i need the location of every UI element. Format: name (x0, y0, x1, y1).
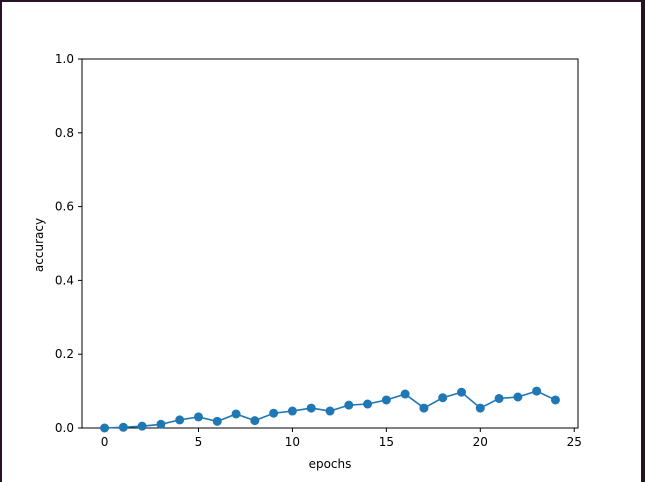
y-tick-label: 1.0 (55, 52, 74, 66)
plot-border (81, 58, 579, 429)
data-point (156, 419, 166, 429)
data-point (344, 400, 354, 410)
data-point (269, 408, 279, 418)
data-point (494, 393, 504, 403)
x-tick-label: 25 (567, 435, 582, 449)
data-point (118, 422, 128, 432)
x-tick-label: 5 (195, 435, 203, 449)
series-layer (100, 386, 560, 433)
data-point (175, 415, 185, 425)
y-tick-label: 0.6 (55, 200, 74, 214)
data-point (419, 403, 429, 413)
data-point (193, 412, 203, 422)
data-point (231, 409, 241, 419)
data-point (363, 399, 373, 409)
data-point (325, 406, 335, 416)
x-tick-label: 20 (473, 435, 488, 449)
data-point (100, 423, 110, 433)
y-tick-label: 0.2 (55, 347, 74, 361)
data-point (532, 386, 542, 396)
data-point (513, 392, 523, 402)
data-point (137, 421, 147, 431)
data-point (438, 393, 448, 403)
x-tick-label: 10 (285, 435, 300, 449)
x-axis: 0 5 10 15 20 25 (101, 428, 582, 449)
y-axis: 0.0 0.2 0.4 0.6 0.8 1.0 (55, 52, 82, 435)
x-axis-label: epochs (309, 457, 352, 471)
data-point (457, 387, 467, 397)
y-tick-label: 0.4 (55, 273, 74, 287)
x-tick-label: 15 (379, 435, 394, 449)
x-tick-label: 0 (101, 435, 109, 449)
y-axis-label: accuracy (32, 218, 46, 272)
data-point (550, 395, 560, 405)
data-point (250, 416, 260, 426)
y-tick-label: 0.0 (55, 421, 74, 435)
y-tick-label: 0.8 (55, 126, 74, 140)
data-point (475, 403, 485, 413)
data-point (381, 395, 391, 405)
data-point (306, 403, 316, 413)
axes-frame (81, 58, 579, 429)
data-point (400, 389, 410, 399)
data-point (287, 406, 297, 416)
data-point (212, 416, 222, 426)
